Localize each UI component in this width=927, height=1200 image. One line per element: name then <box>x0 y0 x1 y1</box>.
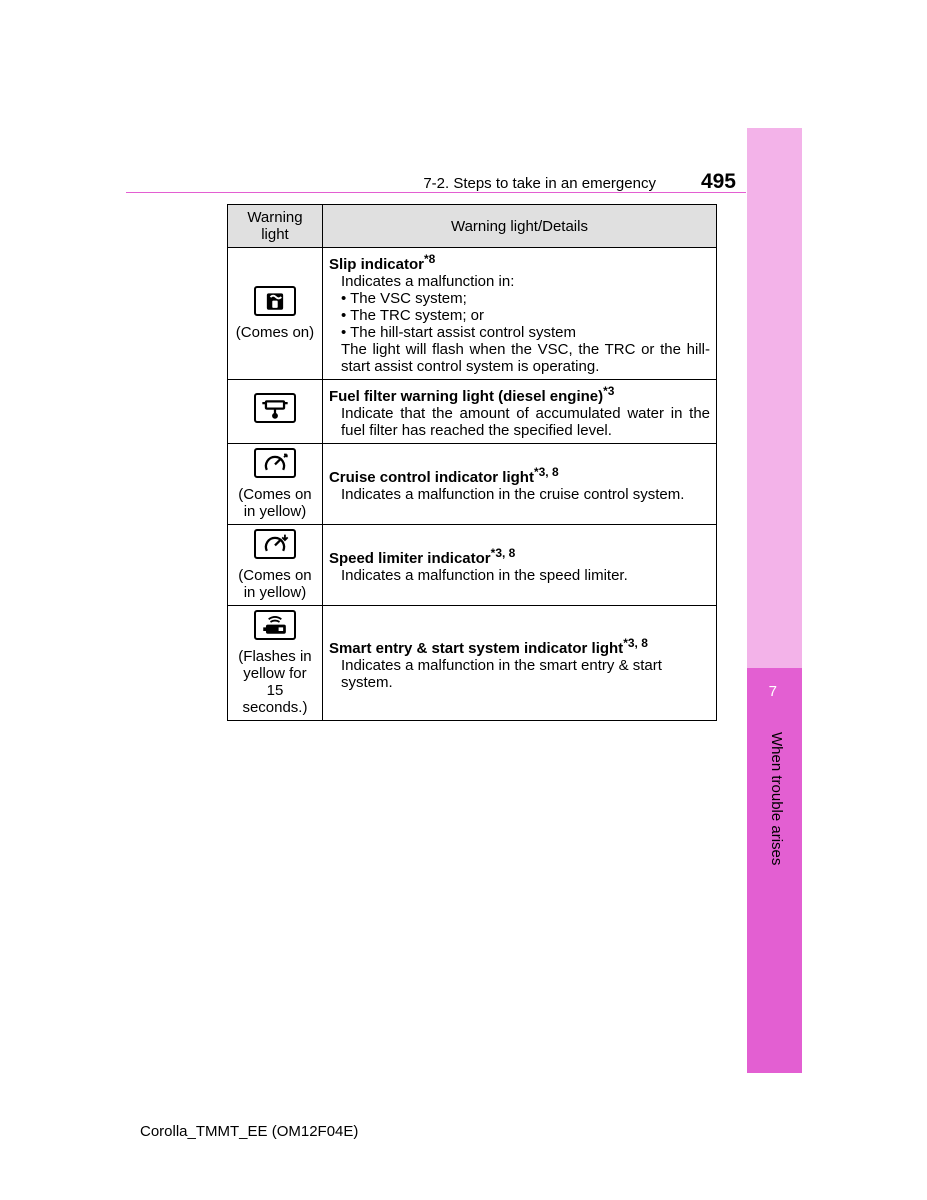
row-sup: *3, 8 <box>534 465 559 479</box>
row-caption: (Comes on) <box>236 324 314 341</box>
chapter-label: When trouble arises <box>768 732 785 865</box>
row-sup: *3, 8 <box>491 546 516 560</box>
header-rule <box>126 192 746 193</box>
smart-key-icon <box>254 610 296 640</box>
cruise-control-icon <box>254 448 296 478</box>
speed-limiter-icon <box>254 529 296 559</box>
table-row: (Comes on) Slip indicator*8 Indicates a … <box>228 248 717 380</box>
table-header-light: Warning light <box>228 205 323 248</box>
row-caption: (Comes on in yellow) <box>238 567 311 601</box>
row-caption: (Flashes in yellow for 15 seconds.) <box>238 648 311 716</box>
row-title: Slip indicator <box>329 256 424 273</box>
row-title: Smart entry & start system indicator lig… <box>329 640 623 657</box>
table-header-details: Warning light/Details <box>322 205 716 248</box>
fuel-filter-icon <box>254 393 296 423</box>
section-heading: 7-2. Steps to take in an emergency <box>423 175 656 192</box>
row-line: Indicates a malfunction in the smart ent… <box>341 657 710 691</box>
page-number: 495 <box>701 170 736 194</box>
row-line: • The TRC system; or <box>341 307 710 324</box>
row-line: Indicates a malfunction in: <box>341 273 710 290</box>
table-row: (Comes on in yellow) Cruise control indi… <box>228 444 717 525</box>
row-sup: *8 <box>424 252 435 266</box>
row-line: Indicate that the amount of accumulated … <box>341 405 710 439</box>
row-line: Indicates a malfunction in the speed lim… <box>341 567 710 584</box>
row-title: Speed limiter indicator <box>329 550 491 567</box>
row-title: Cruise control indicator light <box>329 469 534 486</box>
warning-table: Warning light Warning light/Details (Com… <box>227 204 717 721</box>
row-caption: (Comes on in yellow) <box>238 486 311 520</box>
row-sup: *3, 8 <box>623 636 648 650</box>
row-sup: *3 <box>603 384 614 398</box>
table-row: Fuel filter warning light (diesel engine… <box>228 380 717 444</box>
table-row: (Comes on in yellow) Speed limiter indic… <box>228 525 717 606</box>
table-row: (Flashes in yellow for 15 seconds.) Smar… <box>228 606 717 721</box>
row-title: Fuel filter warning light (diesel engine… <box>329 388 603 405</box>
side-tab-dark <box>747 668 802 1073</box>
chapter-number: 7 <box>769 683 777 700</box>
footer-text: Corolla_TMMT_EE (OM12F04E) <box>140 1123 358 1140</box>
side-tab-light <box>747 128 802 668</box>
row-line: Indicates a malfunction in the cruise co… <box>341 486 710 503</box>
row-line: • The hill-start assist control system <box>341 324 710 341</box>
slip-icon <box>254 286 296 316</box>
row-line: The light will flash when the VSC, the T… <box>341 341 710 375</box>
row-line: • The VSC system; <box>341 290 710 307</box>
